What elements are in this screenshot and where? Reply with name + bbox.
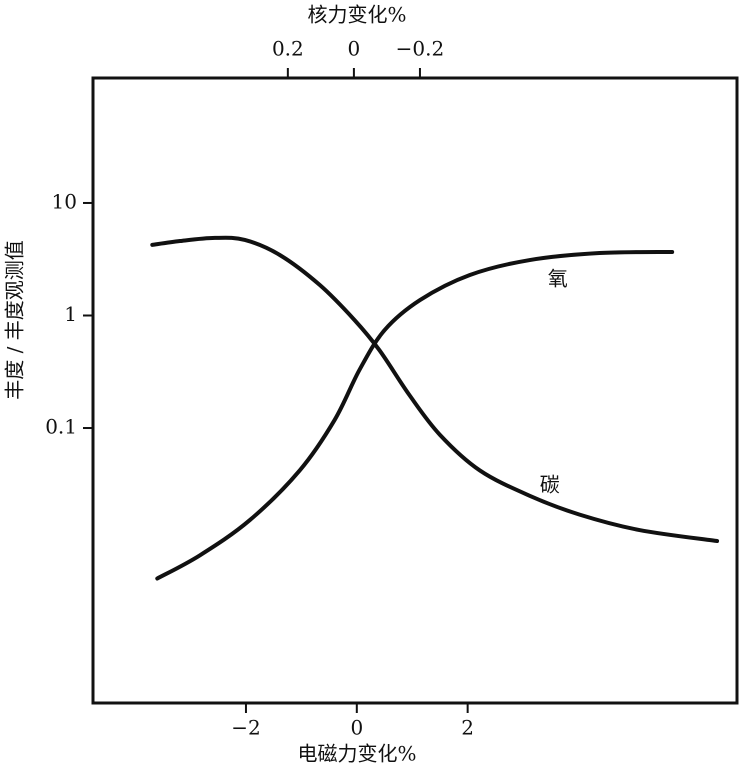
- curve: [150, 235, 720, 544]
- x2-tick-label: 0: [348, 37, 361, 61]
- x-tick-label: 2: [461, 716, 474, 740]
- series-label: 碳: [540, 472, 560, 496]
- x2-tick-label: −0.2: [396, 37, 445, 61]
- curve: [155, 249, 675, 581]
- x2-axis-label: 核力变化%: [307, 3, 406, 27]
- series-label: 氧: [548, 267, 568, 291]
- plot-frame: [91, 76, 739, 705]
- x2-tick-label: 0.2: [272, 37, 304, 61]
- y-axis-label: 丰度 / 丰度观测值: [3, 240, 27, 399]
- y-tick-label: 0.1: [45, 415, 77, 439]
- y-tick-label: 1: [64, 302, 77, 326]
- x-tick-label: 0: [350, 716, 363, 740]
- y-tick-label: 10: [52, 189, 77, 213]
- x-tick-label: −2: [231, 716, 260, 740]
- x-axis-label: 电磁力变化%: [297, 742, 416, 766]
